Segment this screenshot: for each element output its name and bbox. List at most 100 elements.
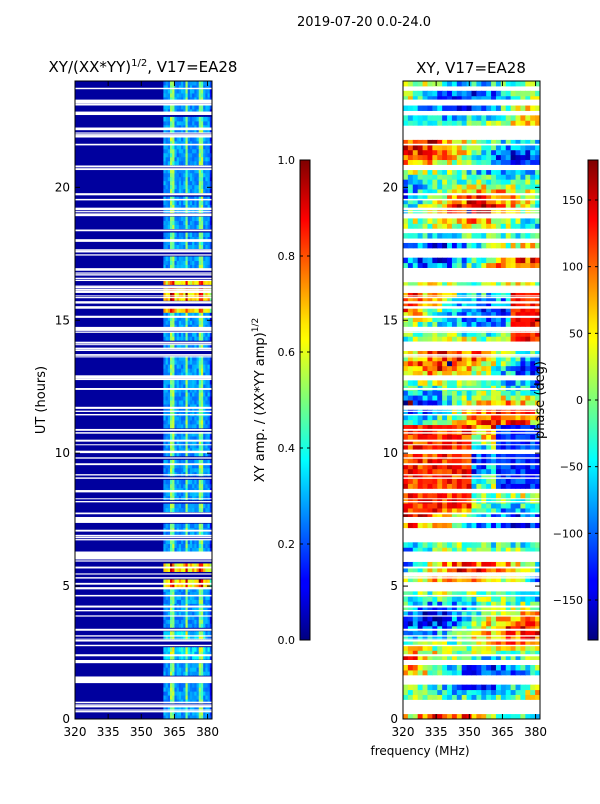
right-heatmap-cell (413, 694, 418, 699)
right-heatmap-cell (437, 371, 442, 376)
right-heatmap-cell (403, 694, 408, 699)
right-heatmap-cell (467, 380, 472, 385)
right-heatmap-cell (486, 380, 491, 385)
right-heatmap-cell (486, 645, 491, 650)
right-heatmap-cell (467, 415, 472, 420)
right-heatmap-cell (511, 243, 516, 248)
right-heatmap-cell (467, 616, 472, 621)
right-heatmap-cell (491, 218, 496, 223)
right-heatmap-cell (525, 523, 530, 528)
right-heatmap-cell (457, 631, 462, 636)
right-heatmap-cell (403, 621, 408, 626)
right-heatmap-cell (432, 503, 437, 508)
right-heatmap-cell (530, 542, 535, 547)
right-heatmap-cell (408, 621, 413, 626)
right-heatmap-cell (413, 400, 418, 405)
right-heatmap-cell (462, 400, 467, 405)
right-heatmap-cell (447, 596, 452, 601)
right-heatmap-cell (481, 420, 486, 425)
right-heatmap-cell (530, 596, 535, 601)
right-heatmap-cell (472, 685, 477, 690)
left-flagged-row (75, 709, 212, 710)
right-heatmap-cell (462, 184, 467, 189)
left-panel-title: XY/(XX*YY)1/2, V17=EA28 (49, 58, 238, 76)
left-flagged-row (75, 286, 212, 287)
right-heatmap-cell (462, 493, 467, 498)
right-heatmap-cell (413, 258, 418, 263)
right-heatmap-cell (501, 233, 506, 238)
right-heatmap-cell (506, 336, 511, 341)
right-heatmap-cell (525, 361, 530, 366)
right-heatmap-cell (530, 218, 535, 223)
right-heatmap-cell (462, 523, 467, 528)
right-heatmap-cell (418, 420, 423, 425)
left-flagged-row (75, 490, 212, 492)
right-heatmap-cell (501, 645, 506, 650)
right-heatmap-cell (442, 542, 447, 547)
right-heatmap-cell (442, 503, 447, 508)
right-heatmap-cell (437, 694, 442, 699)
right-heatmap-cell (525, 371, 530, 376)
right-heatmap-cell (432, 258, 437, 263)
right-heatmap-cell (427, 665, 432, 670)
right-heatmap-cell (486, 361, 491, 366)
right-heatmap-cell (418, 670, 423, 675)
right-heatmap-cell (457, 483, 462, 488)
right-heatmap-cell (501, 258, 506, 263)
right-heatmap-cell (442, 258, 447, 263)
right-heatmap-cell (511, 665, 516, 670)
left-flagged-row (75, 530, 212, 532)
right-heatmap-cell (447, 479, 452, 484)
right-heatmap-cell (467, 336, 472, 341)
right-heatmap-cell (408, 258, 413, 263)
right-heatmap-cell (520, 493, 525, 498)
right-heatmap-cell (427, 258, 432, 263)
right-heatmap-cell (413, 415, 418, 420)
right-heatmap-cell (472, 400, 477, 405)
right-heatmap-cell (403, 400, 408, 405)
right-heatmap-cell (496, 380, 501, 385)
right-heatmap-cell (418, 380, 423, 385)
right-heatmap-cell (452, 562, 457, 567)
right-heatmap-cell (457, 218, 462, 223)
right-heatmap-cell (442, 694, 447, 699)
right-heatmap-cell (520, 258, 525, 263)
left-flagged-row (75, 588, 212, 589)
right-heatmap-cell (506, 380, 511, 385)
right-heatmap-cell (418, 321, 423, 326)
right-heatmap-cell (472, 694, 477, 699)
right-heatmap-cell (452, 395, 457, 400)
right-heatmap-cell (418, 218, 423, 223)
right-heatmap-cell (476, 366, 481, 371)
left-flagged-row (75, 411, 212, 412)
left-colorbar: 0.00.20.40.60.81.0 XY amp. / (XX*YY amp)… (251, 154, 310, 647)
right-heatmap-cell (437, 685, 442, 690)
right-heatmap-cell (472, 321, 477, 326)
right-heatmap-cell (442, 395, 447, 400)
right-heatmap-cell (506, 420, 511, 425)
right-heatmap-cell (452, 645, 457, 650)
right-heatmap-cell (427, 434, 432, 439)
right-heatmap-cell (516, 645, 521, 650)
right-heatmap-cell (423, 694, 428, 699)
right-heatmap-cell (516, 361, 521, 366)
left-flagged-row (75, 136, 212, 138)
right-heatmap-cell (447, 483, 452, 488)
right-heatmap-cell (525, 415, 530, 420)
right-heatmap-cell (423, 184, 428, 189)
left-flagged-row (75, 444, 212, 445)
right-heatmap-cell (472, 690, 477, 695)
right-heatmap-cell (432, 390, 437, 395)
left-flagged-row (75, 539, 212, 540)
right-heatmap-cell (491, 258, 496, 263)
left-flagged-row (75, 274, 212, 275)
right-heatmap-cell (472, 243, 477, 248)
right-heatmap-cell (530, 631, 535, 636)
right-heatmap-cell (418, 685, 423, 690)
right-heatmap-cell (501, 380, 506, 385)
right-heatmap-cell (496, 621, 501, 626)
left-flagged-row (75, 654, 212, 656)
right-heatmap-cell (525, 503, 530, 508)
right-heatmap-cell (413, 469, 418, 474)
